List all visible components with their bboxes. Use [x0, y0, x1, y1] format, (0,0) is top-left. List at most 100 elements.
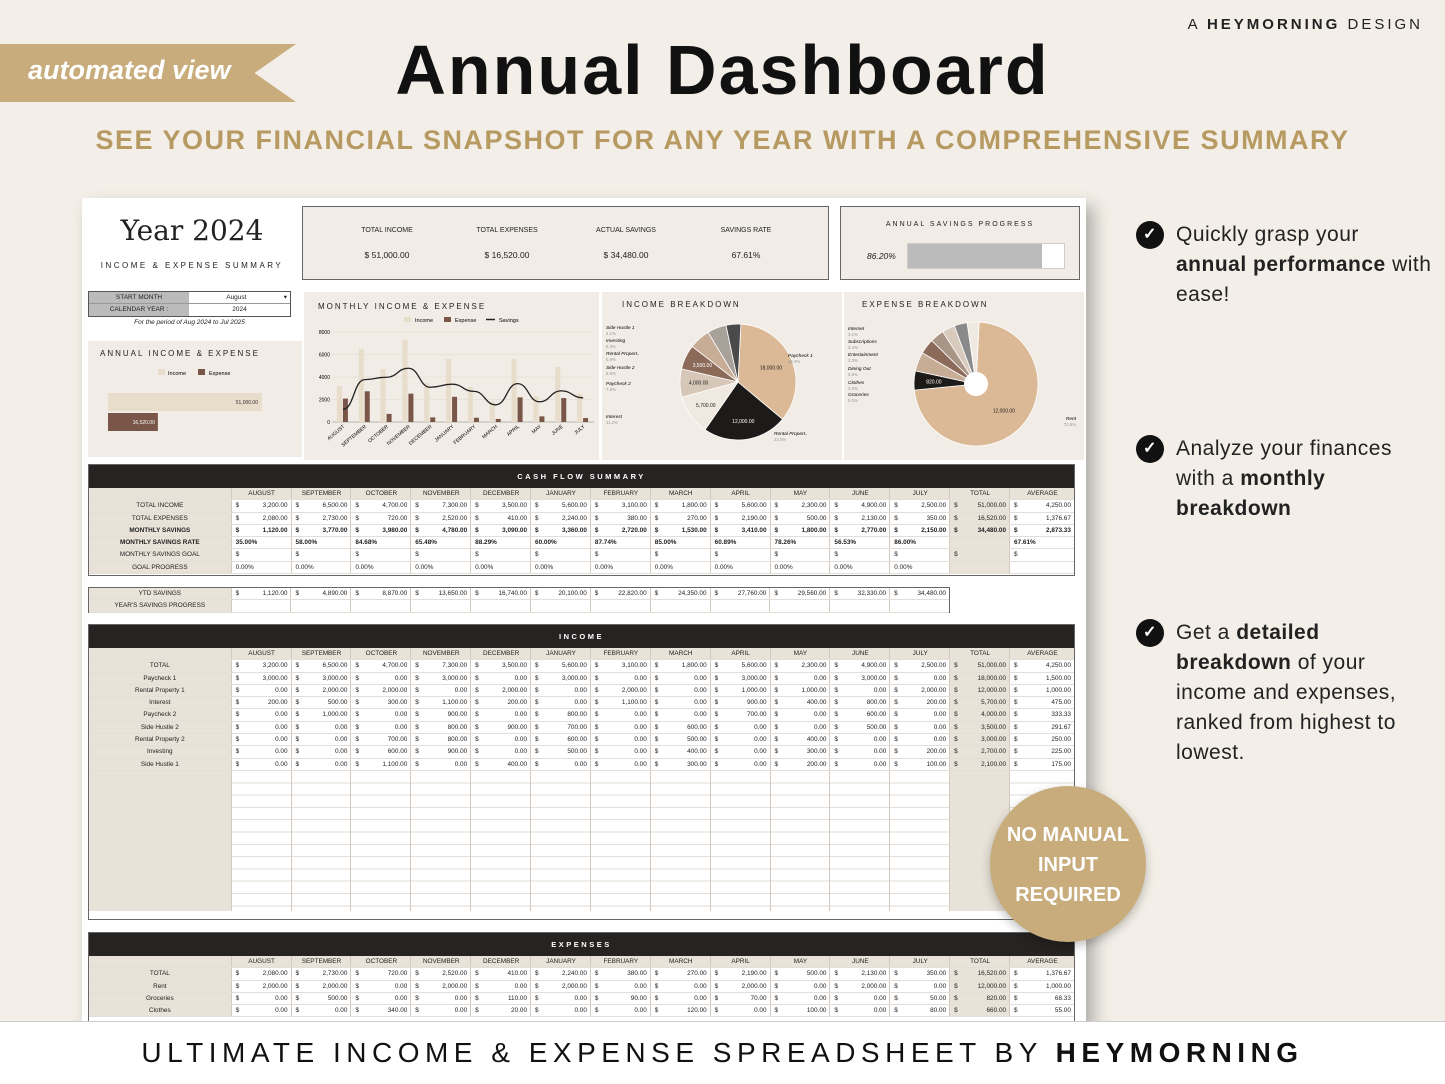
table-cell: $175.00: [1009, 758, 1074, 770]
bar-expense: [539, 416, 545, 422]
table-cell: 78.26%: [769, 537, 830, 549]
calendar-year-input[interactable]: 2024: [232, 306, 247, 313]
cell-value: 500.00: [687, 736, 707, 744]
table-cell: $0.00: [649, 672, 710, 684]
currency-symbol: $: [894, 674, 898, 682]
currency-symbol: $: [535, 514, 539, 522]
cell-value: 7,300.00: [442, 662, 468, 670]
x-tick-label: DECEMBER: [408, 424, 434, 447]
cell-value: 4,900.00: [861, 502, 887, 510]
cell-value: 5,600.00: [741, 662, 767, 670]
cell-value: 2,000.00: [322, 982, 348, 990]
currency-symbol: $: [714, 551, 719, 559]
cell-value: 1,100.00: [621, 699, 647, 707]
cell-value: 2,520.00: [442, 970, 468, 978]
table-cell: $18,000.00: [949, 672, 1010, 684]
start-month-select[interactable]: August ▾: [189, 292, 290, 303]
currency-symbol: $: [415, 686, 419, 694]
table-cell: $200.00: [470, 697, 530, 709]
cell-value: 1,800.00: [801, 526, 827, 534]
cell-value: 800.00: [447, 723, 468, 731]
x-tick-label: APRIL: [506, 424, 521, 438]
check-icon: ✓: [1136, 221, 1164, 249]
currency-symbol: $: [774, 970, 779, 978]
month-header: DECEMBER: [470, 488, 530, 500]
y-tick-label: 2000: [319, 398, 330, 404]
cell-value: 700.00: [747, 711, 767, 719]
table-cell: $0.00: [709, 734, 770, 746]
start-month-label: START MONTH: [89, 292, 189, 303]
table-cell: $0.00: [230, 684, 291, 697]
cell-value: 0.00: [634, 674, 647, 682]
table-cell: 0.00%: [589, 561, 650, 574]
month-header: JANUARY: [530, 956, 590, 968]
cell-value: 1,100.00: [382, 760, 408, 768]
cell-value: 2,873.33: [1046, 526, 1071, 534]
currency-symbol: $: [235, 982, 240, 990]
legend-percent: 23.5%: [774, 437, 786, 442]
currency-symbol: $: [594, 674, 599, 682]
table-cell: $500.00: [769, 512, 830, 524]
currency-symbol: $: [1014, 502, 1018, 510]
currency-symbol: $: [1014, 994, 1018, 1002]
cell-value: 3,500.00: [502, 502, 528, 510]
row-label: Rent: [89, 980, 231, 992]
table-cell: $0.00: [589, 734, 650, 746]
savings-line: [342, 367, 584, 411]
currency-symbol: $: [654, 526, 659, 534]
year-header: Year 2024 INCOME & EXPENSE SUMMARY: [82, 198, 302, 288]
currency-symbol: $: [295, 526, 300, 534]
currency-symbol: $: [535, 970, 539, 978]
currency-symbol: $: [415, 699, 419, 707]
table-row: TOTAL $3,200.00 $6,500.00 $4,700.00 $7,300.0…: [89, 660, 1074, 673]
month-header: AUGUST: [230, 488, 291, 500]
currency-symbol: $: [1014, 662, 1018, 670]
table-cell: $12,000.00: [949, 684, 1010, 697]
table-cell: [949, 537, 1010, 549]
cell-value: 3,980.00: [382, 526, 408, 534]
income-title: INCOME: [89, 625, 1074, 648]
table-cell: $291.67: [1009, 721, 1074, 734]
table-cell: $1,000.00: [290, 709, 351, 721]
cell-value: 175.00: [1051, 760, 1071, 768]
table-cell: $7,300.00: [410, 500, 470, 512]
x-tick-label: MAY: [531, 424, 543, 436]
currency-symbol: $: [594, 699, 599, 707]
table-cell: $0.00: [589, 709, 650, 721]
cell-value: 380.00: [627, 970, 647, 978]
currency-symbol: $: [894, 760, 898, 768]
table-cell: $2,240.00: [530, 968, 590, 980]
kpi-savings-rate: SAVINGS RATE 67.61%: [720, 227, 772, 260]
table-cell: $: [230, 549, 291, 561]
table-row: MONTHLY SAVINGS GOAL $ $ $ $ $ $ $ $ $ $ $ $ $ $: [89, 549, 1074, 562]
table-cell: 0.00%: [350, 561, 410, 574]
currency-symbol: $: [295, 551, 300, 559]
cell-value: 2,770.00: [861, 526, 887, 534]
table-cell: $1,100.00: [589, 697, 650, 709]
table-cell: $51,000.00: [949, 660, 1010, 672]
cell-value: 3,000.00: [442, 674, 468, 682]
cell-value: 720.00: [387, 970, 408, 978]
table-cell: $0.00: [709, 746, 770, 758]
header-blank: [89, 648, 231, 660]
cell-value: 200.00: [507, 699, 528, 707]
legend-label: Clothes: [848, 380, 865, 386]
cell-value: 4,000.00: [981, 711, 1007, 719]
cell-value: 820.00: [986, 994, 1007, 1002]
table-cell: $2,000.00: [530, 980, 590, 992]
cell-value: 0.00: [454, 994, 468, 1002]
cell-value: 20.00: [511, 1007, 528, 1015]
table-cell: $13,650.00: [410, 588, 470, 600]
cell-value: 35.00%: [235, 539, 258, 547]
pie-hole: [964, 372, 988, 396]
table-row: TOTAL $2,080.00 $2,730.00 $720.00 $2,520.00 $…: [89, 968, 1074, 981]
currency-symbol: $: [654, 590, 659, 597]
cell-value: 0.00: [873, 1007, 887, 1015]
currency-symbol: $: [774, 551, 779, 559]
row-label: Paycheck 1: [89, 672, 231, 684]
cell-value: 2,080.00: [262, 514, 288, 522]
currency-symbol: $: [475, 748, 479, 756]
table-row: YTD SAVINGS $1,120.00 $4,890.00 $8,870.00 $1…: [89, 588, 949, 601]
currency-symbol: $: [894, 699, 898, 707]
table-cell: [470, 600, 530, 612]
